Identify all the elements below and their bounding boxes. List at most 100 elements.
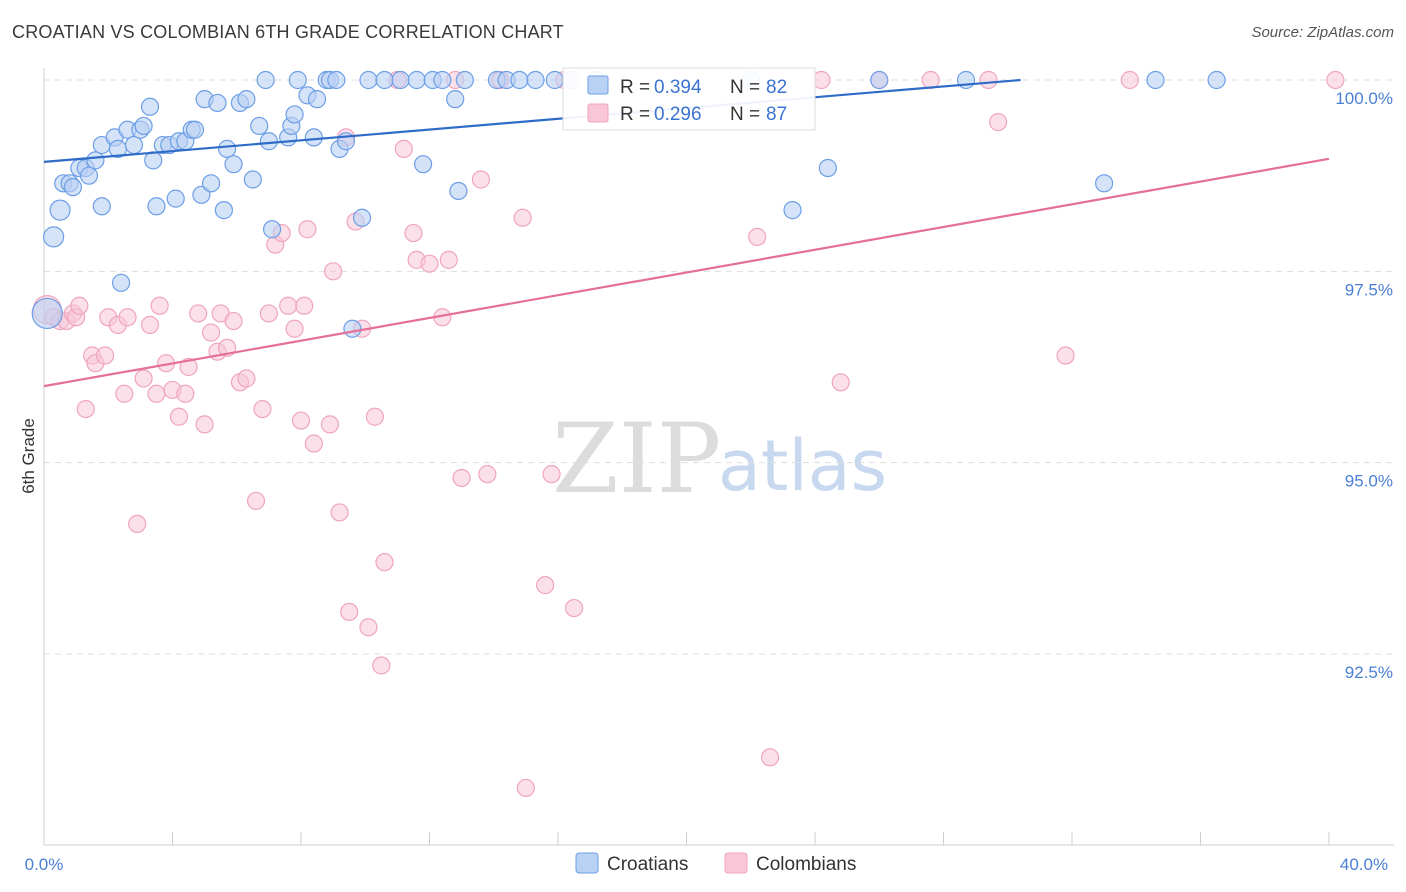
y-tick-label: 95.0% bbox=[1345, 472, 1393, 491]
colombians-point bbox=[150, 296, 169, 315]
croatians-point bbox=[391, 70, 410, 90]
colombians-point bbox=[748, 227, 767, 246]
croatians-point bbox=[237, 90, 256, 109]
croatians-point bbox=[307, 90, 327, 109]
stats-legend: R = 0.394 N = 82 R = 0.296 N = 87 bbox=[562, 67, 816, 131]
croatians-point bbox=[455, 70, 474, 90]
colombians-point bbox=[320, 415, 340, 434]
croatians-point bbox=[111, 273, 131, 292]
colombians-n-value: 87 bbox=[766, 104, 787, 125]
croatians-point bbox=[214, 201, 233, 220]
croatians-r-label: R = bbox=[620, 77, 650, 98]
y-tick-label: 97.5% bbox=[1345, 280, 1393, 299]
croatians-point bbox=[433, 70, 452, 90]
grid-lines bbox=[44, 79, 1394, 655]
croatians-r-value: 0.394 bbox=[654, 77, 702, 98]
colombians-point bbox=[201, 323, 221, 342]
colombians-point bbox=[324, 262, 343, 281]
y-tick-label: 100.0% bbox=[1335, 89, 1393, 108]
croatians-point bbox=[446, 90, 465, 109]
colombians-point bbox=[115, 384, 134, 403]
colombians-point bbox=[516, 778, 535, 798]
colombians-n-label: N = bbox=[730, 104, 760, 125]
croatians-point bbox=[92, 197, 111, 216]
croatians-n-label: N = bbox=[730, 77, 760, 98]
colombians-r-label: R = bbox=[620, 104, 650, 125]
croatians-legend-swatch bbox=[587, 75, 609, 95]
croatians-point bbox=[407, 70, 426, 90]
x-tick-marks bbox=[43, 832, 1330, 845]
croatians-point bbox=[288, 70, 307, 90]
colombians-point bbox=[95, 346, 115, 365]
colombians-point bbox=[237, 369, 256, 388]
croatians-n-value: 82 bbox=[766, 77, 787, 98]
colombians-point bbox=[189, 304, 208, 323]
croatians-point bbox=[259, 132, 278, 151]
colombians-r-value: 0.296 bbox=[654, 104, 702, 125]
colombians-trend-line bbox=[43, 157, 1330, 388]
colombians-point bbox=[979, 70, 998, 90]
x-tick-label-max: 40.0% bbox=[1340, 855, 1388, 874]
colombians-point bbox=[359, 618, 378, 637]
colombians-point bbox=[340, 602, 359, 622]
croatians-point bbox=[124, 135, 144, 155]
colombians-point bbox=[394, 139, 413, 158]
colombians-point bbox=[259, 304, 278, 323]
croatians-point bbox=[818, 158, 837, 178]
colombians-point bbox=[404, 223, 423, 243]
colombians-point bbox=[128, 514, 147, 533]
colombians-point bbox=[420, 254, 439, 273]
colombians-points bbox=[32, 70, 1345, 798]
croatians-point bbox=[208, 93, 227, 113]
croatians-point bbox=[1207, 70, 1226, 90]
croatians-point bbox=[31, 297, 63, 330]
croatians-point bbox=[352, 208, 372, 227]
colombians-point bbox=[1326, 70, 1345, 90]
chart-title: CROATIAN VS COLOMBIAN 6TH GRADE CORRELAT… bbox=[12, 22, 564, 42]
croatians-point bbox=[166, 189, 185, 208]
colombians-point bbox=[224, 311, 243, 331]
croatians-point bbox=[144, 151, 163, 170]
colombians-point bbox=[295, 296, 314, 315]
y-axis-label: 6th Grade bbox=[19, 418, 38, 494]
colombians-bottom-swatch bbox=[724, 852, 748, 874]
croatians-point bbox=[375, 70, 394, 90]
colombians-point bbox=[452, 468, 471, 488]
croatians-point bbox=[526, 70, 545, 90]
croatians-point bbox=[1146, 70, 1165, 90]
croatians-points bbox=[31, 70, 1226, 338]
colombians-point bbox=[70, 296, 89, 315]
colombians-point bbox=[147, 384, 166, 403]
colombians-point bbox=[513, 208, 532, 227]
colombians-point bbox=[253, 399, 272, 419]
croatians-point bbox=[134, 116, 153, 136]
colombians-point bbox=[298, 220, 317, 239]
croatians-point bbox=[783, 201, 802, 220]
colombians-point bbox=[542, 465, 561, 484]
source-label: Source: ZipAtlas.com bbox=[1251, 24, 1394, 41]
croatians-point bbox=[413, 155, 433, 174]
watermark-zip: ZIP bbox=[552, 403, 721, 515]
colombians-point bbox=[304, 434, 323, 453]
croatians-point bbox=[545, 70, 564, 90]
colombians-point bbox=[134, 369, 153, 388]
colombians-point bbox=[564, 598, 584, 618]
croatians-point bbox=[449, 181, 468, 201]
colombians-point bbox=[76, 399, 95, 419]
colombians-point bbox=[169, 407, 189, 426]
x-tick-label-min: 0.0% bbox=[25, 855, 64, 874]
croatians-bottom-swatch bbox=[575, 852, 599, 874]
croatians-point bbox=[224, 155, 243, 174]
watermark-atlas: atlas bbox=[718, 425, 887, 507]
y-tick-label: 92.5% bbox=[1345, 663, 1393, 682]
colombians-point bbox=[471, 170, 490, 189]
croatians-point bbox=[86, 151, 105, 170]
colombians-point bbox=[118, 308, 137, 327]
colombians-point bbox=[536, 576, 555, 595]
croatians-point bbox=[1095, 174, 1114, 193]
series-legend: Croatians Colombians bbox=[575, 852, 856, 875]
colombians-point bbox=[375, 553, 394, 572]
colombians-legend-label: Colombians bbox=[756, 854, 856, 875]
croatians-point bbox=[250, 116, 269, 136]
